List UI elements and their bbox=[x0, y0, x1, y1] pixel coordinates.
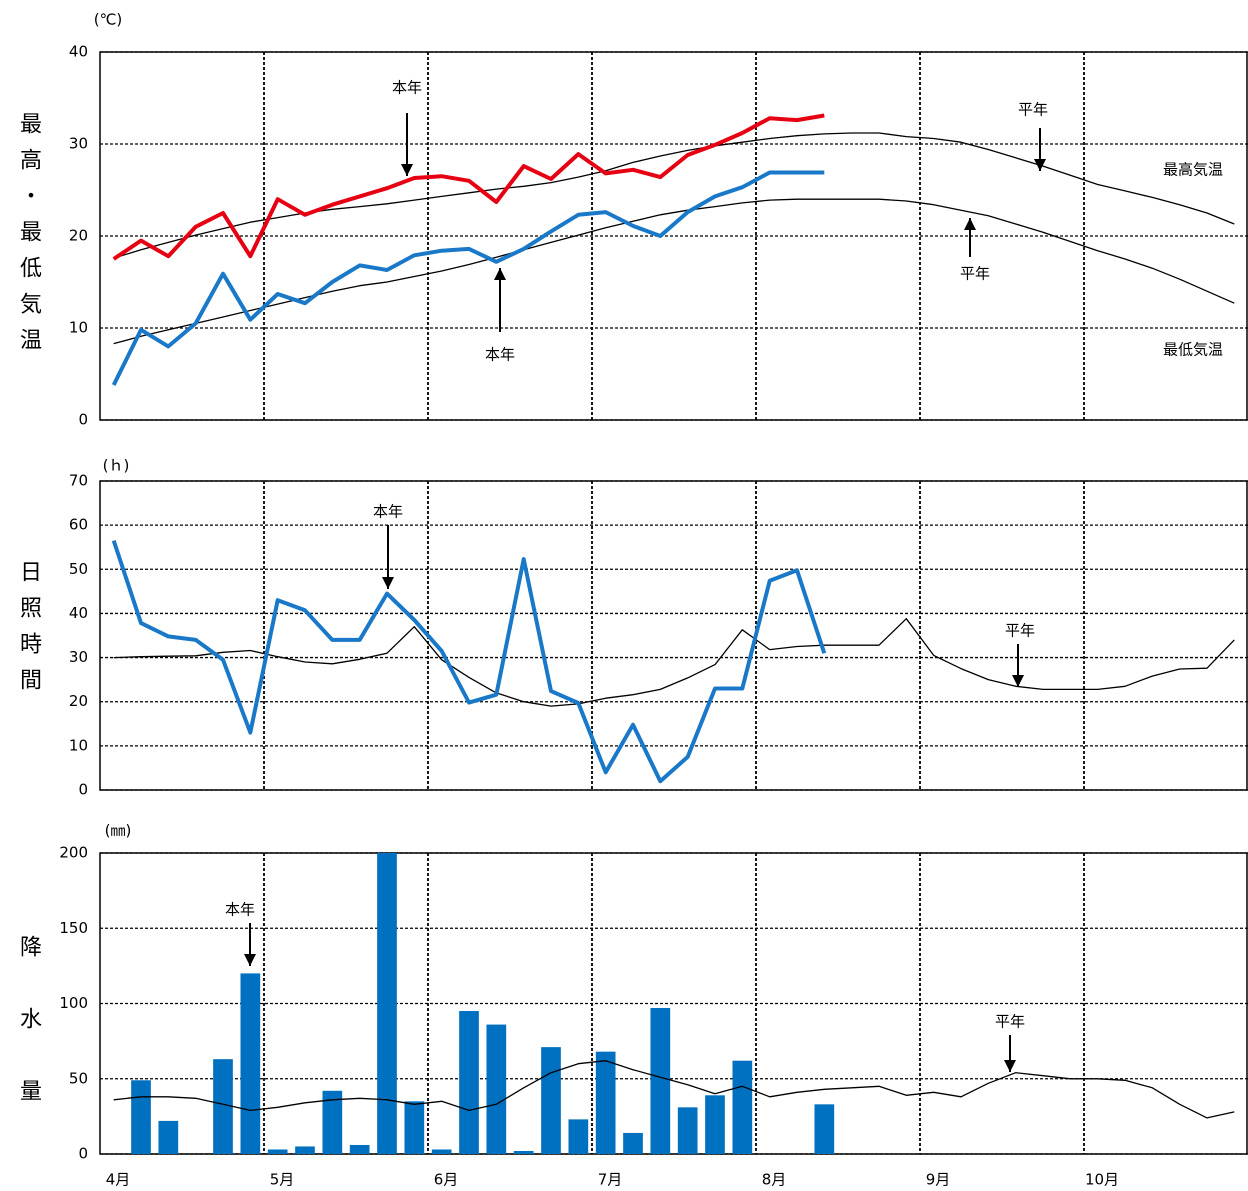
bar bbox=[568, 1119, 589, 1154]
annotation: 最高気温 bbox=[1163, 161, 1223, 179]
bar bbox=[595, 1051, 616, 1154]
annotation: 本年 bbox=[225, 901, 255, 919]
y-tick-label: 30 bbox=[69, 648, 88, 666]
annotation: 本年 bbox=[485, 346, 515, 364]
bar bbox=[814, 1104, 835, 1154]
arrow-head bbox=[382, 577, 394, 589]
bar bbox=[459, 1011, 479, 1154]
x-tick-label: 10月 bbox=[1085, 1171, 1119, 1189]
y-title: 日照時間 bbox=[16, 560, 42, 704]
y-tick-label: 100 bbox=[59, 994, 88, 1012]
arrow-head bbox=[1004, 1060, 1016, 1072]
annotation: 本年 bbox=[392, 79, 422, 97]
annotation: 平年 bbox=[960, 265, 990, 283]
y-tick-label: 200 bbox=[59, 844, 88, 862]
bar bbox=[158, 1120, 179, 1154]
y-title: 降水量 bbox=[16, 935, 42, 1151]
x-tick-label: 6月 bbox=[434, 1171, 459, 1189]
bar bbox=[267, 1149, 288, 1154]
y-unit: (㎜) bbox=[105, 822, 132, 840]
bar bbox=[513, 1150, 534, 1154]
bar bbox=[677, 1107, 698, 1154]
bar bbox=[131, 1080, 151, 1154]
bar bbox=[404, 1101, 425, 1154]
x-tick-label: 7月 bbox=[598, 1171, 623, 1189]
y-tick-label: 50 bbox=[69, 1069, 88, 1087]
bar bbox=[322, 1090, 343, 1154]
bar bbox=[213, 1059, 233, 1154]
y-title: 最高・最低気温 bbox=[16, 112, 42, 364]
arrow-head bbox=[964, 218, 976, 230]
y-tick-label: 20 bbox=[69, 692, 88, 710]
x-tick-label: 4月 bbox=[106, 1171, 131, 1189]
plot-frame bbox=[99, 480, 1248, 791]
y-tick-label: 70 bbox=[69, 472, 88, 490]
bar bbox=[295, 1146, 315, 1154]
bar bbox=[650, 1008, 671, 1154]
arrow-head bbox=[494, 268, 506, 280]
y-unit: (ｈ) bbox=[103, 457, 130, 475]
arrow-head bbox=[1012, 675, 1024, 687]
y-tick-label: 10 bbox=[69, 736, 88, 754]
bar bbox=[240, 973, 261, 1154]
x-tick-label: 8月 bbox=[762, 1171, 787, 1189]
y-tick-label: 0 bbox=[78, 1145, 88, 1163]
arrow-head bbox=[244, 954, 256, 966]
y-tick-label: 10 bbox=[69, 319, 88, 337]
arrow-head bbox=[1034, 159, 1046, 171]
bar bbox=[486, 1024, 507, 1154]
x-tick-label: 9月 bbox=[926, 1171, 951, 1189]
bar bbox=[349, 1144, 370, 1154]
y-tick-label: 60 bbox=[69, 516, 88, 534]
bar bbox=[623, 1132, 643, 1154]
y-tick-label: 0 bbox=[78, 781, 88, 799]
bar bbox=[541, 1047, 561, 1154]
y-tick-label: 40 bbox=[69, 604, 88, 622]
line bbox=[112, 113, 825, 261]
bar bbox=[377, 853, 397, 1154]
y-tick-label: 30 bbox=[69, 135, 88, 153]
line bbox=[113, 1060, 1235, 1119]
line bbox=[111, 170, 825, 386]
line bbox=[113, 618, 1235, 707]
y-tick-label: 40 bbox=[69, 43, 88, 61]
x-tick-label: 5月 bbox=[270, 1171, 295, 1189]
annotation: 平年 bbox=[1005, 622, 1035, 640]
annotation: 平年 bbox=[1018, 101, 1048, 119]
annotation: 平年 bbox=[995, 1013, 1025, 1031]
y-tick-label: 50 bbox=[69, 560, 88, 578]
y-tick-label: 150 bbox=[59, 919, 88, 937]
annotation: 最低気温 bbox=[1163, 341, 1223, 359]
y-tick-label: 20 bbox=[69, 227, 88, 245]
arrow-head bbox=[401, 164, 413, 176]
y-unit: (℃) bbox=[94, 11, 123, 29]
line bbox=[113, 198, 1235, 345]
bar bbox=[431, 1149, 452, 1154]
bar bbox=[732, 1060, 753, 1154]
line bbox=[111, 539, 827, 784]
y-tick-label: 0 bbox=[78, 411, 88, 429]
line bbox=[113, 132, 1235, 259]
annotation: 本年 bbox=[373, 503, 403, 521]
bar bbox=[705, 1095, 725, 1154]
